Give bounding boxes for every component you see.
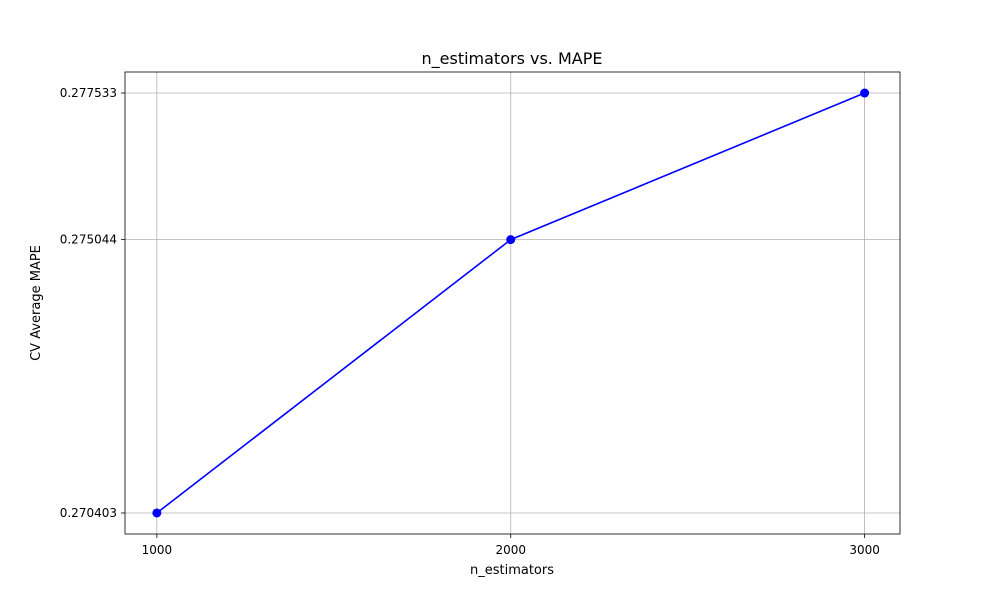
y-axis-label: CV Average MAPE bbox=[29, 245, 44, 361]
x-tick-label: 3000 bbox=[849, 543, 880, 557]
x-tick-label: 2000 bbox=[495, 543, 526, 557]
y-tick-label: 0.275044 bbox=[60, 233, 117, 247]
data-point bbox=[152, 508, 162, 518]
ticks-layer: 1000 2000 3000 0.270403 0.275044 0.277533 bbox=[60, 86, 880, 557]
y-tick-label: 0.270403 bbox=[60, 506, 117, 520]
chart-title: n_estimators vs. MAPE bbox=[422, 49, 603, 69]
data-point bbox=[860, 88, 870, 98]
series-layer bbox=[152, 88, 870, 518]
y-tick-label: 0.277533 bbox=[60, 86, 117, 100]
grid-layer bbox=[125, 72, 900, 534]
x-axis-label: n_estimators bbox=[470, 563, 554, 578]
data-point bbox=[506, 235, 516, 245]
x-tick-label: 1000 bbox=[142, 543, 173, 557]
plot-frame bbox=[124, 71, 901, 535]
